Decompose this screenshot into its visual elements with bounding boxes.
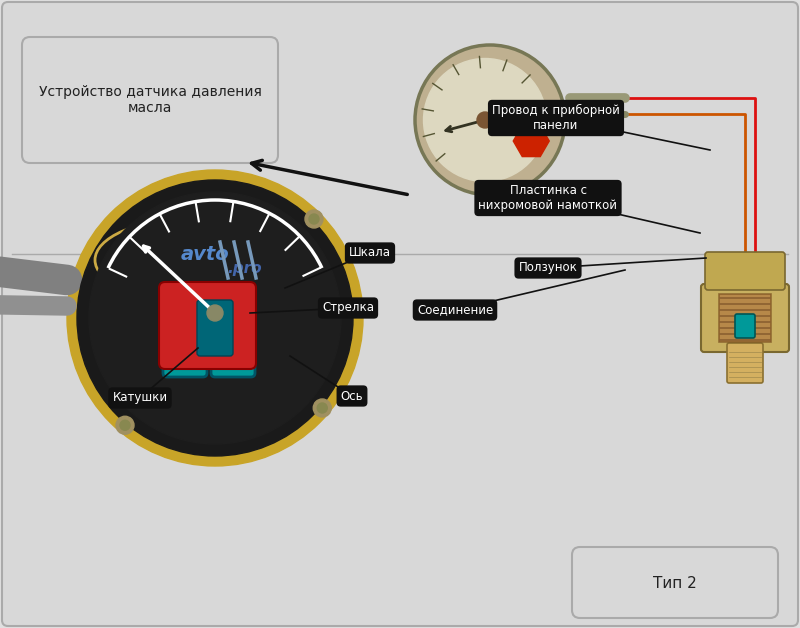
Text: Ось: Ось (341, 389, 363, 403)
FancyBboxPatch shape (705, 252, 785, 290)
Ellipse shape (95, 219, 285, 301)
Text: Устройство датчика давления
масла: Устройство датчика давления масла (38, 85, 262, 115)
Circle shape (116, 416, 134, 434)
FancyBboxPatch shape (735, 314, 755, 338)
Text: Провод к приборной
панели: Провод к приборной панели (492, 104, 620, 132)
Circle shape (89, 192, 341, 444)
Text: Пластинка с
нихромовой намоткой: Пластинка с нихромовой намоткой (478, 184, 618, 212)
Text: Шкала: Шкала (349, 247, 391, 259)
Circle shape (415, 45, 565, 195)
Circle shape (77, 180, 353, 456)
Text: Ползунок: Ползунок (518, 261, 578, 274)
Circle shape (423, 58, 546, 181)
Text: .pro: .pro (228, 261, 262, 276)
FancyBboxPatch shape (197, 300, 233, 356)
Text: Тип 2: Тип 2 (653, 575, 697, 590)
Text: Соединение: Соединение (417, 303, 493, 317)
Text: Стрелка: Стрелка (322, 301, 374, 315)
FancyBboxPatch shape (719, 294, 771, 342)
Text: Катушки: Катушки (113, 391, 167, 404)
Circle shape (477, 112, 493, 128)
Circle shape (207, 305, 223, 321)
FancyBboxPatch shape (159, 282, 256, 369)
Circle shape (314, 399, 331, 417)
FancyBboxPatch shape (701, 284, 789, 352)
FancyBboxPatch shape (22, 37, 278, 163)
Circle shape (67, 170, 363, 466)
FancyBboxPatch shape (211, 289, 255, 377)
FancyBboxPatch shape (727, 343, 763, 383)
FancyBboxPatch shape (572, 547, 778, 618)
Circle shape (120, 420, 130, 430)
Circle shape (305, 210, 323, 228)
Circle shape (318, 403, 327, 413)
Text: avto: avto (181, 246, 230, 264)
Circle shape (309, 214, 319, 224)
FancyBboxPatch shape (163, 289, 207, 377)
